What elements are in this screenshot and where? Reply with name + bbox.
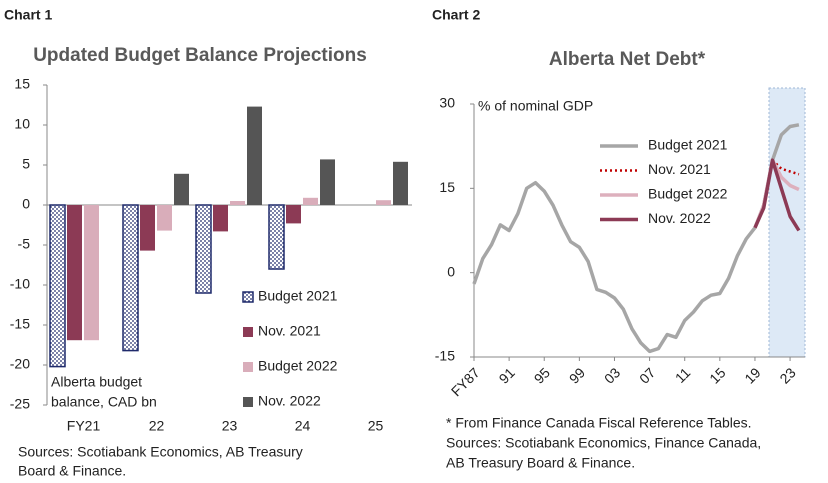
bar: [140, 205, 155, 251]
bar: [122, 204, 139, 352]
x-tick-label: 24: [295, 418, 311, 434]
x-tick-label: 22: [149, 418, 165, 434]
x-tick-label: 07: [636, 364, 658, 386]
y-tick-label: 10: [14, 116, 30, 132]
bar: [303, 197, 318, 205]
legend-label: Nov. 2021: [648, 161, 711, 177]
x-tick-label: 91: [496, 364, 518, 386]
legend-swatch: [242, 291, 254, 303]
annotation: Alberta budget: [51, 374, 142, 390]
legend-label: Nov. 2022: [648, 210, 711, 226]
x-tick-label: 23: [222, 418, 238, 434]
x-tick-label: 11: [672, 364, 694, 386]
x-tick-label: FY87: [448, 364, 483, 399]
series-line: [472, 123, 800, 354]
y-tick-label: -15: [435, 348, 455, 364]
chart-title: Alberta Net Debt*: [549, 49, 706, 70]
y-tick-label: 15: [439, 179, 455, 195]
annotation: balance, CAD bn: [51, 394, 157, 410]
x-tick-label: 95: [531, 364, 553, 386]
x-tick-label: 23: [776, 364, 798, 386]
bar: [320, 159, 335, 205]
bar: [174, 173, 189, 205]
legend-label: Nov. 2021: [258, 323, 321, 339]
y-tick-label: 30: [439, 95, 455, 111]
bar: [49, 204, 66, 368]
bar: [247, 106, 262, 205]
chart-header: Chart 1: [4, 7, 52, 23]
legend-swatch: [243, 327, 253, 337]
y-tick-label: 5: [22, 156, 30, 172]
bar: [67, 205, 82, 341]
bar: [84, 205, 99, 341]
y-tick-label: 0: [22, 196, 30, 212]
bar: [195, 204, 212, 294]
legend-label: Nov. 2022: [258, 393, 321, 409]
chart-header: Chart 2: [432, 7, 480, 23]
x-tick-label: 19: [741, 364, 763, 386]
bar: [393, 161, 408, 205]
y-tick-label: -10: [10, 276, 30, 292]
x-tick-label: FY21: [67, 418, 101, 434]
y-tick-label: 0: [447, 263, 455, 279]
bar: [213, 205, 228, 232]
y-tick-label: -5: [18, 236, 31, 252]
chart-title: Updated Budget Balance Projections: [33, 45, 367, 66]
legend-label: Budget 2022: [258, 358, 338, 374]
x-tick-label: 99: [566, 364, 588, 386]
source-note: Sources: Scotiabank Economics, Finance C…: [446, 435, 761, 451]
source-note: * From Finance Canada Fiscal Reference T…: [446, 415, 752, 431]
bar: [230, 201, 245, 205]
bar: [268, 204, 285, 270]
legend-label: Budget 2021: [258, 288, 338, 304]
series-line: [753, 158, 801, 232]
bar: [157, 205, 172, 231]
x-tick-label: 03: [601, 364, 623, 386]
y-tick-label: -20: [10, 356, 30, 372]
x-tick-label: 15: [706, 364, 728, 386]
y-tick-label: 15: [14, 76, 30, 92]
bar: [286, 205, 301, 224]
y-tick-label: -15: [10, 316, 30, 332]
bar: [376, 200, 391, 205]
source-note: Sources: Scotiabank Economics, AB Treasu…: [18, 444, 303, 460]
legend-label: Budget 2022: [648, 186, 728, 202]
y-axis-label: % of nominal GDP: [478, 98, 593, 114]
source-note: Board & Finance.: [18, 463, 126, 479]
shaded-region: [768, 87, 806, 358]
legend-swatch: [243, 362, 253, 372]
y-tick-label: -25: [10, 396, 30, 412]
x-tick-label: 25: [368, 418, 384, 434]
legend-swatch: [243, 397, 253, 407]
legend-label: Budget 2021: [648, 137, 728, 153]
source-note: AB Treasury Board & Finance.: [446, 455, 635, 471]
